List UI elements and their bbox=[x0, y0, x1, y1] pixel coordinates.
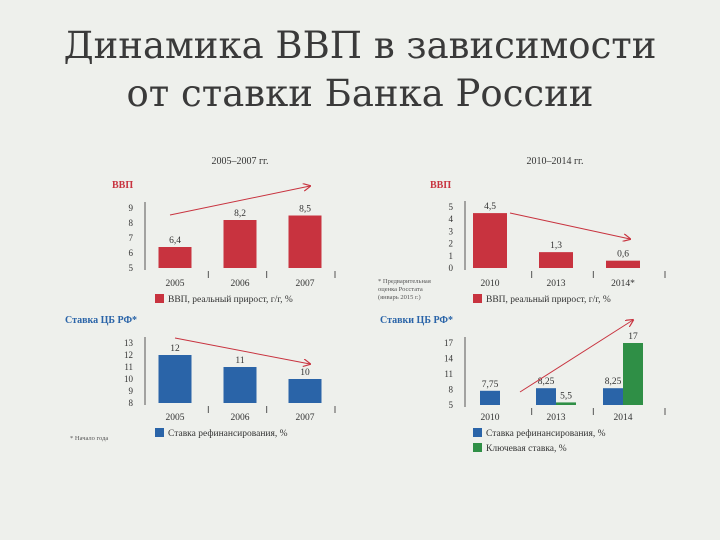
footnote-gdp_2010: * Предварительная bbox=[378, 278, 431, 285]
bar-rate_2010-2-2 bbox=[556, 402, 576, 405]
y-tick-label-rate_2010: 14 bbox=[444, 354, 454, 364]
bar-gdp_2005-1-3 bbox=[288, 215, 322, 268]
value-label-gdp_2005: 8,2 bbox=[234, 209, 246, 219]
value-label-gdp_2010: 0,6 bbox=[617, 250, 629, 260]
y-tick-label-rate_2010: 8 bbox=[449, 385, 454, 395]
chart-label-gdp_2005: ВВП bbox=[112, 180, 133, 191]
slide-title-line-2: от ставки Банка России bbox=[126, 72, 594, 115]
slide-title-line-1: Динамика ВВП в зависимости bbox=[63, 24, 657, 67]
value-label-rate_2005: 11 bbox=[235, 356, 244, 366]
y-tick-label-gdp_2005: 7 bbox=[129, 233, 134, 243]
x-category-label-rate_2010: 2010 bbox=[481, 413, 500, 423]
footnote-gdp_2010: оценка Росстата bbox=[378, 286, 423, 293]
bar-rate_2005-1-2 bbox=[223, 367, 257, 403]
legend-text-rate_2010: Ключевая ставка, % bbox=[486, 444, 567, 454]
legend-swatch-gdp_2005 bbox=[155, 294, 164, 303]
bar-gdp_2005-1-1 bbox=[158, 247, 192, 268]
trend-arrow-rate_2010 bbox=[519, 320, 633, 393]
y-tick-label-gdp_2005: 9 bbox=[129, 203, 134, 213]
value-label-rate_2005: 12 bbox=[170, 344, 180, 354]
value-label-rate_2010: 7,75 bbox=[482, 380, 499, 390]
bar-gdp_2010-1-2 bbox=[539, 252, 573, 268]
y-tick-label-gdp_2010: 2 bbox=[449, 239, 454, 249]
legend-text-rate_2005: Ставка рефинансирования, % bbox=[168, 428, 288, 439]
legend-text-gdp_2010: ВВП, реальный прирост, г/г, % bbox=[486, 294, 611, 305]
x-category-label-rate_2005: 2007 bbox=[296, 413, 315, 423]
legend-swatch-gdp_2010 bbox=[473, 294, 482, 303]
y-tick-label-gdp_2005: 8 bbox=[129, 218, 134, 228]
y-tick-label-gdp_2010: 0 bbox=[449, 263, 454, 273]
value-label-gdp_2005: 6,4 bbox=[169, 236, 181, 246]
y-tick-label-rate_2005: 12 bbox=[124, 350, 133, 360]
value-label-rate_2010: 8,25 bbox=[605, 377, 622, 387]
bar-rate_2010-1-1 bbox=[480, 390, 500, 405]
legend-text-gdp_2005: ВВП, реальный прирост, г/г, % bbox=[168, 294, 293, 305]
x-category-label-gdp_2005: 2005 bbox=[166, 279, 185, 289]
y-tick-label-gdp_2010: 5 bbox=[449, 202, 454, 212]
period-title-gdp_2010: 2010–2014 гг. bbox=[526, 156, 583, 167]
footnote-gdp_2010: (январь 2015 г.) bbox=[378, 294, 421, 301]
y-tick-label-rate_2010: 5 bbox=[449, 400, 454, 410]
y-tick-label-gdp_2005: 5 bbox=[129, 263, 134, 273]
x-category-label-rate_2005: 2005 bbox=[166, 413, 185, 423]
period-title-gdp_2005: 2005–2007 гг. bbox=[211, 156, 268, 167]
slide-title: Динамика ВВП в зависимости от ставки Бан… bbox=[0, 22, 720, 118]
chart-label-gdp_2010: ВВП bbox=[430, 180, 451, 191]
bar-rate_2010-2-3 bbox=[623, 343, 643, 405]
x-category-label-gdp_2005: 2006 bbox=[231, 279, 250, 289]
x-category-label-gdp_2010: 2014* bbox=[611, 279, 635, 289]
bar-rate_2005-1-3 bbox=[288, 379, 322, 403]
y-tick-label-rate_2005: 9 bbox=[129, 386, 134, 396]
y-tick-label-rate_2005: 13 bbox=[124, 338, 134, 348]
value-label-gdp_2010: 1,3 bbox=[550, 241, 562, 251]
x-category-label-gdp_2010: 2010 bbox=[481, 279, 500, 289]
y-tick-label-rate_2010: 17 bbox=[444, 338, 454, 348]
trend-arrow-rate_2005 bbox=[174, 337, 310, 364]
value-label-gdp_2010: 4,5 bbox=[484, 202, 496, 212]
x-category-label-gdp_2005: 2007 bbox=[296, 279, 315, 289]
y-tick-label-rate_2005: 11 bbox=[124, 362, 133, 372]
value-label-rate_2010: 8,25 bbox=[538, 377, 555, 387]
y-tick-label-rate_2010: 11 bbox=[444, 369, 453, 379]
y-tick-label-gdp_2010: 4 bbox=[449, 214, 454, 224]
footnote-rate_2005: * Начало года bbox=[70, 435, 108, 442]
y-tick-label-rate_2005: 8 bbox=[129, 398, 134, 408]
y-tick-label-gdp_2010: 1 bbox=[449, 251, 454, 261]
trend-arrow-gdp_2010 bbox=[509, 212, 630, 239]
chart-label-rate_2010: Ставки ЦБ РФ* bbox=[380, 315, 453, 326]
chart-label-rate_2005: Ставка ЦБ РФ* bbox=[65, 315, 137, 326]
legend-swatch-rate_2010 bbox=[473, 443, 482, 452]
trend-arrow-gdp_2005 bbox=[169, 186, 310, 216]
value-label-rate_2005: 10 bbox=[300, 368, 310, 378]
bar-rate_2010-1-3 bbox=[603, 388, 623, 405]
legend-text-rate_2010: Ставка рефинансирования, % bbox=[486, 428, 606, 439]
y-tick-label-gdp_2005: 6 bbox=[129, 248, 134, 258]
bar-gdp_2010-1-1 bbox=[473, 213, 507, 268]
bar-gdp_2010-1-3 bbox=[606, 260, 640, 268]
value-label-rate_2010: 17 bbox=[628, 332, 638, 342]
x-category-label-gdp_2010: 2013 bbox=[547, 279, 566, 289]
bar-rate_2010-1-2 bbox=[536, 388, 556, 405]
bar-gdp_2005-1-2 bbox=[223, 220, 257, 268]
legend-swatch-rate_2010 bbox=[473, 428, 482, 437]
x-category-label-rate_2010: 2014 bbox=[614, 413, 633, 423]
y-tick-label-gdp_2010: 3 bbox=[449, 226, 454, 236]
bar-rate_2005-1-1 bbox=[158, 355, 192, 403]
value-label-gdp_2005: 8,5 bbox=[299, 205, 311, 215]
legend-swatch-rate_2005 bbox=[155, 428, 164, 437]
x-category-label-rate_2010: 2013 bbox=[547, 413, 566, 423]
x-category-label-rate_2005: 2006 bbox=[231, 413, 250, 423]
y-tick-label-rate_2005: 10 bbox=[124, 374, 134, 384]
value-label-rate_2010: 5,5 bbox=[560, 391, 572, 401]
